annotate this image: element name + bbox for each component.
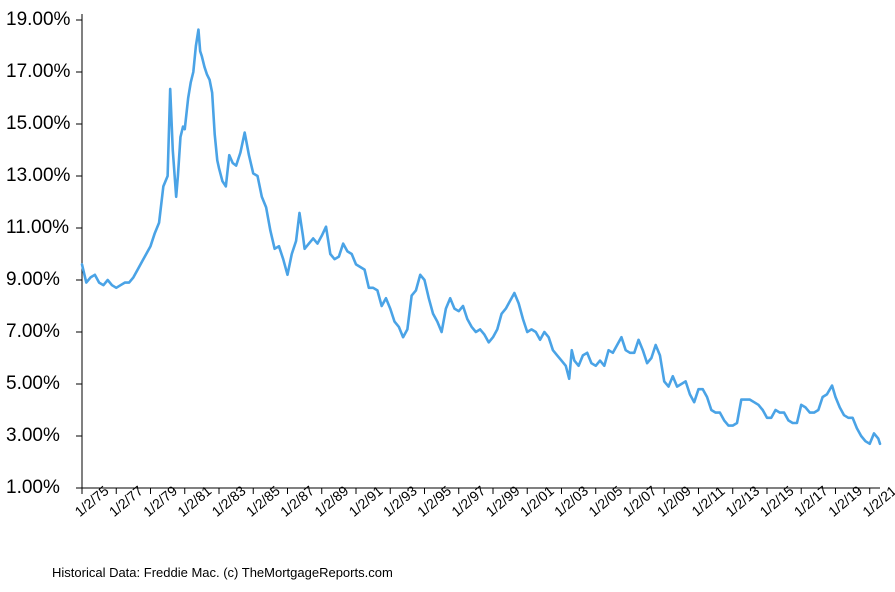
y-tick-label: 11.00% xyxy=(6,217,69,238)
mortgage-rate-chart: 1.00% 3.00% 5.00% 7.00% 9.00% 11.00% 13.00% 15.… xyxy=(0,0,895,592)
chart-svg: 1.00% 3.00% 5.00% 7.00% 9.00% 11.00% 13.00% 15.… xyxy=(0,0,895,592)
rate-line xyxy=(82,30,880,444)
y-tick-label: 9.00% xyxy=(6,269,60,290)
y-tick-label: 19.00% xyxy=(6,9,71,30)
y-tick-label: 1.00% xyxy=(6,477,60,498)
y-tick-label: 13.00% xyxy=(6,165,71,186)
y-tick-label: 5.00% xyxy=(6,373,60,394)
y-tick-label: 3.00% xyxy=(6,425,60,446)
chart-caption: Historical Data: Freddie Mac. (c) TheMor… xyxy=(52,565,393,580)
y-tick-label: 7.00% xyxy=(6,321,60,342)
y-tick-label: 17.00% xyxy=(6,61,71,82)
y-tick-label: 15.00% xyxy=(6,113,71,134)
